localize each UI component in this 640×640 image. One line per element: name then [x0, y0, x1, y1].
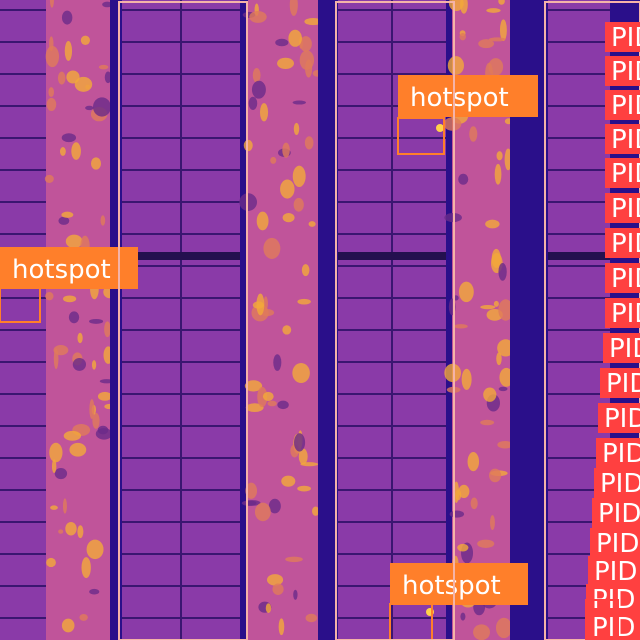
label-bg [398, 75, 538, 117]
pid-label: PID [594, 557, 637, 587]
detection-h3: hotspot [389, 563, 528, 640]
pid-label-bg [605, 124, 640, 154]
vegetation-strip [44, 0, 116, 640]
pid-label: PID [611, 57, 640, 87]
pid-label: PID [600, 469, 640, 499]
pid-label-bg [605, 193, 640, 223]
pid-label-bg [588, 556, 640, 586]
pid-label-bg [598, 403, 640, 433]
pid-label-bg [603, 333, 640, 363]
detection-h2: hotspot [397, 75, 538, 155]
detection-s2 [335, 1, 455, 640]
pid-label-bg [605, 22, 640, 52]
pid-label: PID [606, 369, 640, 399]
detection-p8: PID [605, 263, 640, 294]
pid-label: PID [611, 299, 640, 329]
pid-label-bg [586, 612, 640, 640]
detection-p10: PID [603, 333, 640, 364]
hotspot-label: hotspot [410, 83, 509, 113]
hotspot-label: hotspot [12, 255, 111, 285]
detection-p14: PID [594, 468, 640, 499]
bounding-box [397, 117, 445, 155]
hotspot-label: hotspot [402, 571, 501, 601]
pid-label-bg [605, 298, 640, 328]
detection-p9: PID [605, 298, 640, 329]
pid-label-bg [605, 228, 640, 258]
detection-p4: PID [605, 124, 640, 155]
detection-s1 [118, 1, 248, 640]
detection-p17: PID [588, 556, 640, 587]
pid-label: PID [609, 334, 640, 364]
detection-p12: PID [598, 403, 640, 434]
pid-label-bg [600, 368, 640, 398]
pid-label-bg [605, 90, 640, 120]
panel-row [122, 0, 240, 640]
pid-label-bg [594, 468, 640, 498]
shadow-strip [110, 0, 122, 640]
pid-label-bg [590, 528, 640, 558]
detection-s3 [544, 1, 640, 640]
pid-label-bg [592, 498, 640, 528]
detection-h1: hotspot [0, 247, 138, 323]
detection-p3: PID [605, 90, 640, 121]
detection-p13: PID [596, 438, 640, 469]
label-bg [0, 247, 138, 289]
detection-p15: PID [592, 498, 640, 529]
detection-p16: PID [590, 528, 640, 559]
label-bg [390, 563, 528, 605]
pid-label: PID [611, 125, 640, 155]
detection-p18: PID [586, 584, 640, 615]
detection-p1: PID [605, 22, 640, 53]
detection-p19: PID [585, 599, 640, 640]
pid-label-bg [605, 56, 640, 86]
bounding-box [335, 1, 455, 640]
detection-p5: PID [605, 158, 640, 189]
shadow-strip [318, 0, 338, 640]
pid-label: PID [611, 264, 640, 294]
pid-label-bg [605, 263, 640, 293]
detection-p2: PID [605, 56, 640, 87]
pid-label-bg [596, 438, 640, 468]
bounding-box [544, 1, 640, 640]
detection-p6: PID [605, 193, 640, 224]
pid-label: PID [611, 23, 640, 53]
pid-label-bg [605, 158, 640, 188]
pid-label: PID [604, 404, 640, 434]
pid-label: PID [602, 439, 640, 469]
detection-p11: PID [600, 368, 640, 399]
detection-p7: PID [605, 228, 640, 259]
pid-label: PID [611, 91, 640, 121]
pid-label: PID [611, 229, 640, 259]
pid-label: PID [598, 499, 640, 529]
pid-label: PID [592, 613, 635, 640]
bounding-box [118, 1, 248, 640]
pid-label: PID [596, 529, 639, 559]
pid-label: PID [611, 194, 640, 224]
vegetation-strip [239, 0, 323, 640]
hot-speck [436, 124, 444, 132]
pid-label: PID [611, 159, 640, 189]
pid-box [585, 599, 619, 640]
